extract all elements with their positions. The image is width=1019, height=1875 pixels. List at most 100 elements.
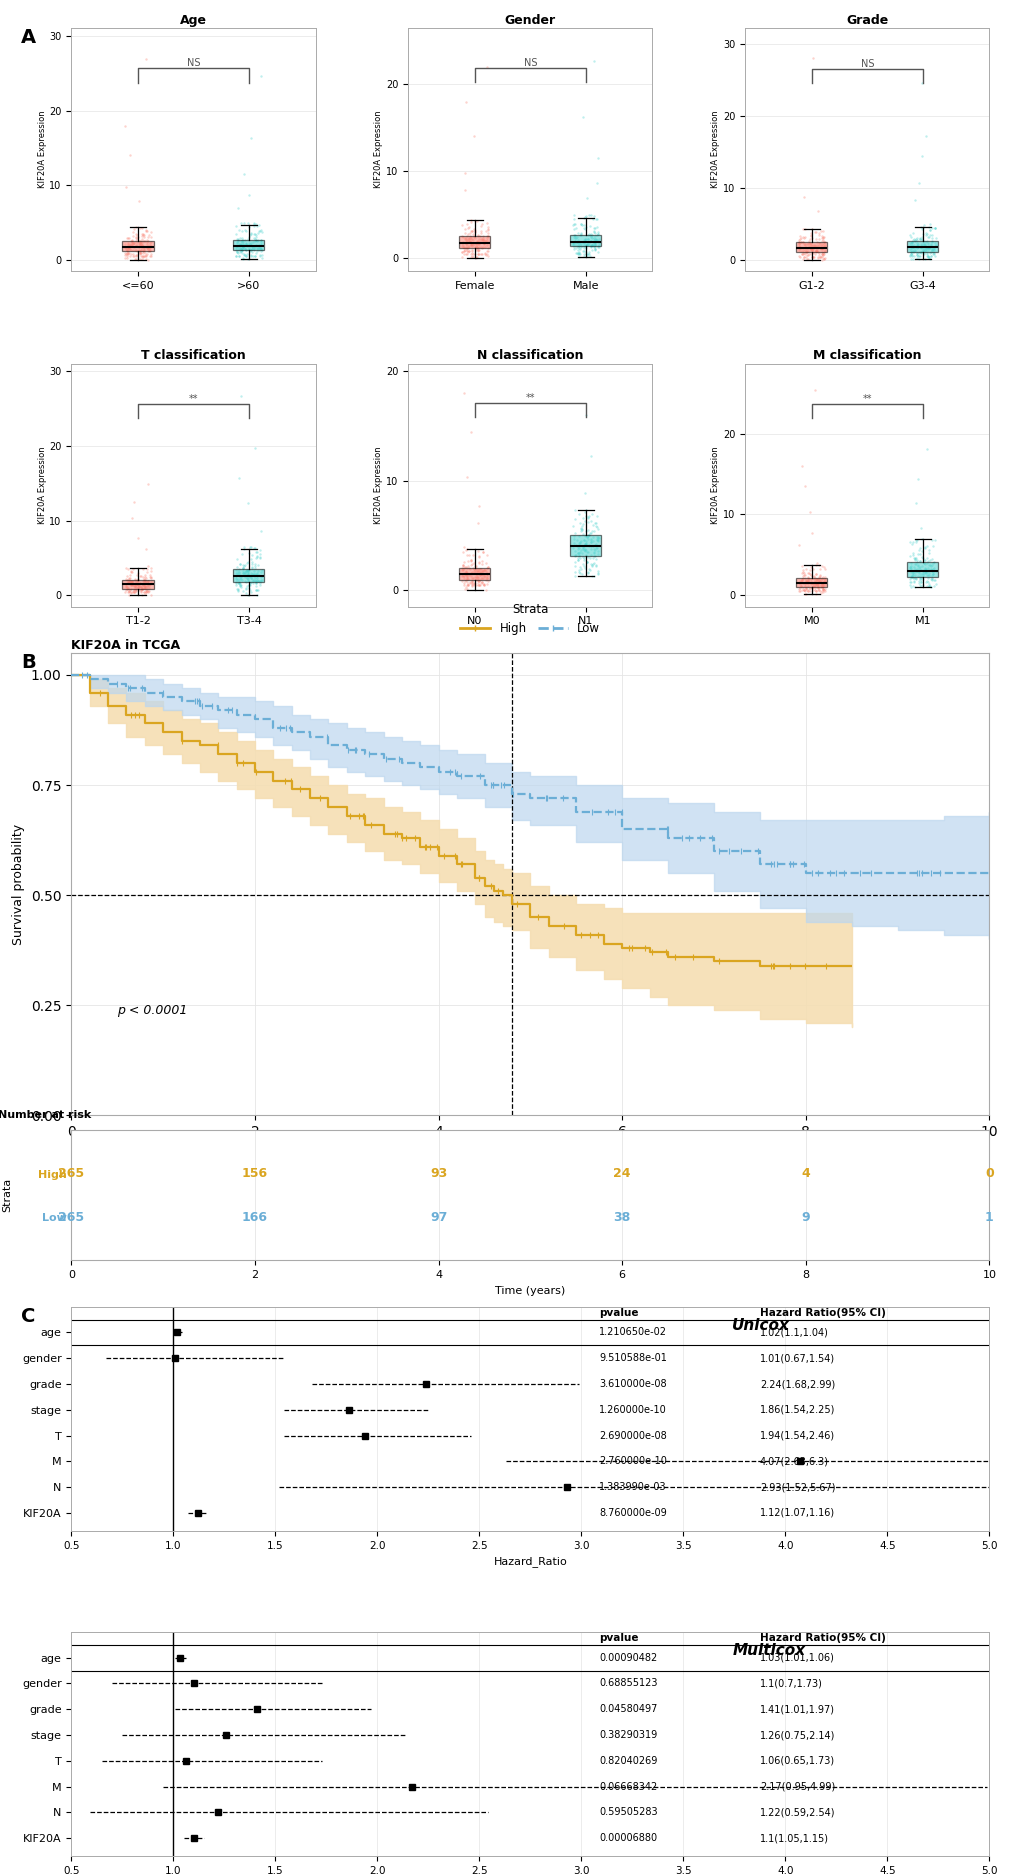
- Point: [126, 572, 143, 602]
- Point: [578, 521, 594, 551]
- Point: [575, 519, 591, 549]
- Point: [574, 532, 590, 562]
- Point: [467, 568, 483, 598]
- Text: 156: 156: [242, 1166, 268, 1179]
- Point: [120, 564, 137, 594]
- Point: [803, 231, 819, 261]
- Point: [233, 564, 250, 594]
- Point: [233, 216, 250, 246]
- Point: [914, 544, 930, 574]
- Point: [140, 244, 156, 274]
- Point: [138, 534, 154, 564]
- Point: [921, 232, 937, 262]
- Point: [793, 227, 809, 257]
- Point: [120, 238, 137, 268]
- Point: [925, 212, 942, 242]
- Point: [236, 562, 253, 592]
- Point: [460, 570, 476, 600]
- Point: [587, 234, 603, 264]
- Point: [254, 561, 270, 591]
- Point: [907, 562, 923, 592]
- Point: [914, 219, 930, 249]
- Point: [803, 242, 819, 272]
- Point: [117, 578, 133, 608]
- Point: [469, 557, 485, 587]
- Point: [916, 557, 932, 587]
- Point: [247, 242, 263, 272]
- Point: [249, 542, 265, 572]
- Point: [248, 572, 264, 602]
- Point: [462, 238, 478, 268]
- Point: [248, 576, 264, 606]
- Point: [472, 553, 488, 583]
- Point: [471, 555, 487, 585]
- Point: [139, 225, 155, 255]
- Point: [126, 572, 143, 602]
- Point: [137, 564, 153, 594]
- Point: [587, 551, 603, 581]
- Point: [470, 566, 486, 596]
- Point: [812, 234, 828, 264]
- Point: [806, 562, 822, 592]
- Point: [462, 221, 478, 251]
- Point: [902, 244, 918, 274]
- Point: [802, 231, 818, 261]
- Point: [590, 559, 606, 589]
- Point: [810, 238, 826, 268]
- Point: [461, 553, 477, 583]
- Point: [583, 223, 599, 253]
- Point: [577, 238, 593, 268]
- Point: [229, 557, 246, 587]
- Point: [587, 231, 603, 261]
- Point: [472, 568, 488, 598]
- Text: 1.94(1.54,2.46): 1.94(1.54,2.46): [759, 1431, 835, 1440]
- Point: [126, 242, 143, 272]
- Point: [575, 236, 591, 266]
- Point: [906, 186, 922, 216]
- Point: [246, 232, 262, 262]
- Point: [477, 238, 493, 268]
- Point: [240, 555, 257, 585]
- Point: [455, 532, 472, 562]
- Point: [229, 225, 246, 255]
- Point: [478, 553, 494, 583]
- Point: [130, 570, 147, 600]
- Point: [583, 231, 599, 261]
- Text: KIF20A in TCGA: KIF20A in TCGA: [71, 639, 180, 652]
- Point: [571, 544, 587, 574]
- Point: [131, 214, 148, 244]
- Point: [133, 572, 150, 602]
- Point: [129, 564, 146, 594]
- Point: [590, 219, 606, 249]
- Point: [794, 561, 810, 591]
- Point: [469, 229, 485, 259]
- Point: [911, 546, 927, 576]
- Point: [245, 242, 261, 272]
- Point: [905, 234, 921, 264]
- Point: [128, 223, 145, 253]
- Point: [474, 570, 490, 600]
- Point: [246, 210, 262, 240]
- Point: [463, 240, 479, 270]
- Text: 93: 93: [430, 1166, 446, 1179]
- Point: [238, 216, 255, 246]
- Point: [808, 236, 824, 266]
- Point: [902, 555, 918, 585]
- Point: [912, 514, 928, 544]
- Point: [582, 231, 598, 261]
- Point: [911, 242, 927, 272]
- Point: [918, 531, 934, 561]
- Point: [128, 219, 145, 249]
- Point: [455, 232, 472, 262]
- Point: [920, 561, 936, 591]
- Point: [588, 525, 604, 555]
- Point: [236, 566, 253, 596]
- Point: [571, 231, 587, 261]
- Point: [129, 574, 146, 604]
- Point: [912, 562, 928, 592]
- Point: [802, 551, 818, 581]
- Point: [474, 238, 490, 268]
- Point: [229, 551, 246, 581]
- Point: [580, 521, 596, 551]
- Point: [566, 204, 582, 234]
